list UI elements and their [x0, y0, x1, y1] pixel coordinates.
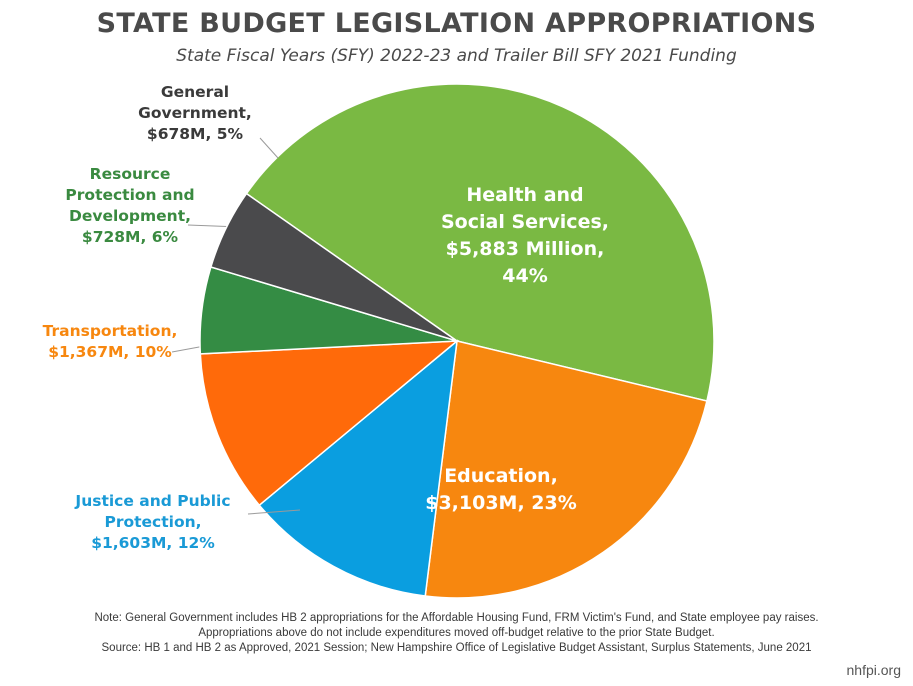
slice-label-line: $678M, 5% [146, 125, 244, 143]
site-footer: nhfpi.org [846, 662, 901, 678]
slice-label-transportation: Transportation, $1,367M, 10% [30, 321, 190, 363]
slice-label-line: $1,603M, 12% [91, 534, 215, 552]
source-line: Source: HB 1 and HB 2 as Approved, 2021 … [101, 642, 812, 654]
notes: Note: General Government includes HB 2 a… [0, 611, 913, 656]
slice-label-line: $1,367M, 10% [48, 343, 172, 361]
slice-label-line: Development, [68, 207, 192, 225]
slice-label-line: Justice and Public [75, 492, 231, 510]
pie-slice-education [424, 340, 708, 599]
slice-label-line: $3,103M, 23% [425, 492, 577, 514]
note-line: Note: General Government includes HB 2 a… [94, 612, 819, 624]
slice-label-health-and-social-services: Health and Social Services, $5,883 Million… [405, 182, 645, 290]
slice-label-line: Resource [89, 165, 171, 183]
leader-line [247, 509, 301, 515]
slice-label-line: Social Services, [441, 211, 609, 233]
chart-subtitle: State Fiscal Years (SFY) 2022-23 and Tra… [176, 46, 737, 66]
pie-slice-transportation [199, 340, 460, 507]
slice-label-justice-and-public-protection: Justice and Public Protection, $1,603M, 12… [48, 491, 258, 554]
note-line: Appropriations above do not include expe… [198, 627, 715, 639]
slice-label-education: Education, $3,103M, 23% [396, 463, 606, 517]
slice-label-line: $728M, 6% [81, 228, 179, 246]
slice-label-line: 44% [502, 265, 548, 287]
chart-title: STATE BUDGET LEGISLATION APPROPRIATIONS [96, 8, 817, 39]
pie-slice-general-government [209, 192, 458, 342]
slice-label-line: Health and [466, 184, 584, 206]
pie-slice-justice-and-public-protection [258, 339, 458, 597]
leader-line [259, 137, 279, 159]
slice-label-line: Protection, [104, 513, 202, 531]
slice-label-general-government: General Government, $678M, 5% [120, 82, 270, 145]
slice-label-line: General [160, 83, 230, 101]
slice-label-line: Protection and [65, 186, 195, 204]
slice-label-line: Education, [444, 465, 558, 487]
pie-slice-health-and-social-services [245, 83, 715, 402]
slice-label-line: Transportation, [42, 322, 178, 340]
slice-label-resource-protection-and-development: Resource Protection and Development, $728M,… [55, 164, 205, 248]
slice-label-line: Government, [138, 104, 252, 122]
slice-label-line: $5,883 Million, [445, 238, 605, 260]
